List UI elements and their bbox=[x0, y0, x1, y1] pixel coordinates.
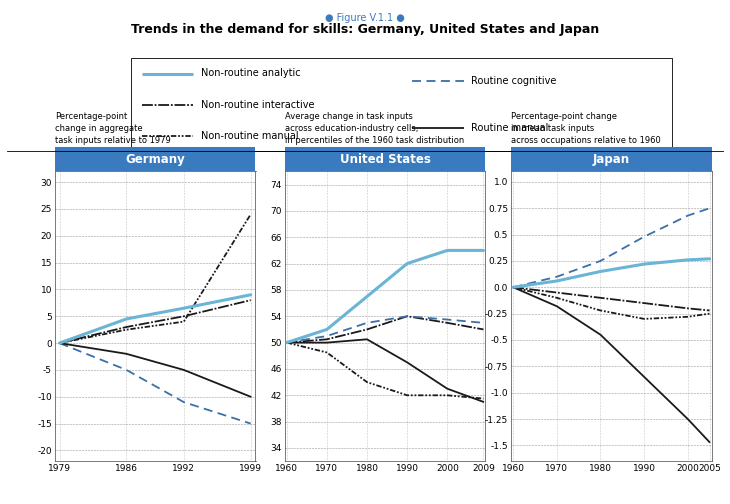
Text: Non-routine interactive: Non-routine interactive bbox=[201, 100, 314, 109]
Text: Japan: Japan bbox=[593, 153, 630, 166]
Text: Routine manual: Routine manual bbox=[471, 123, 548, 133]
Text: Percentage-point
change in aggregate
task inputs relative to 1979: Percentage-point change in aggregate tas… bbox=[55, 112, 171, 145]
Text: United States: United States bbox=[339, 153, 431, 166]
Text: Non-routine analytic: Non-routine analytic bbox=[201, 69, 300, 79]
Text: Average change in task inputs
across education-industry cells,
in percentiles of: Average change in task inputs across edu… bbox=[285, 112, 464, 145]
Text: Trends in the demand for skills: Germany, United States and Japan: Trends in the demand for skills: Germany… bbox=[131, 23, 599, 36]
Text: Non-routine manual: Non-routine manual bbox=[201, 131, 299, 141]
Text: Germany: Germany bbox=[126, 153, 185, 166]
Text: Percentage-point change
in mean task inputs
across occupations relative to 1960: Percentage-point change in mean task inp… bbox=[511, 112, 661, 145]
Text: ● Figure V.1.1 ●: ● Figure V.1.1 ● bbox=[325, 13, 405, 23]
Text: Routine cognitive: Routine cognitive bbox=[471, 76, 556, 86]
